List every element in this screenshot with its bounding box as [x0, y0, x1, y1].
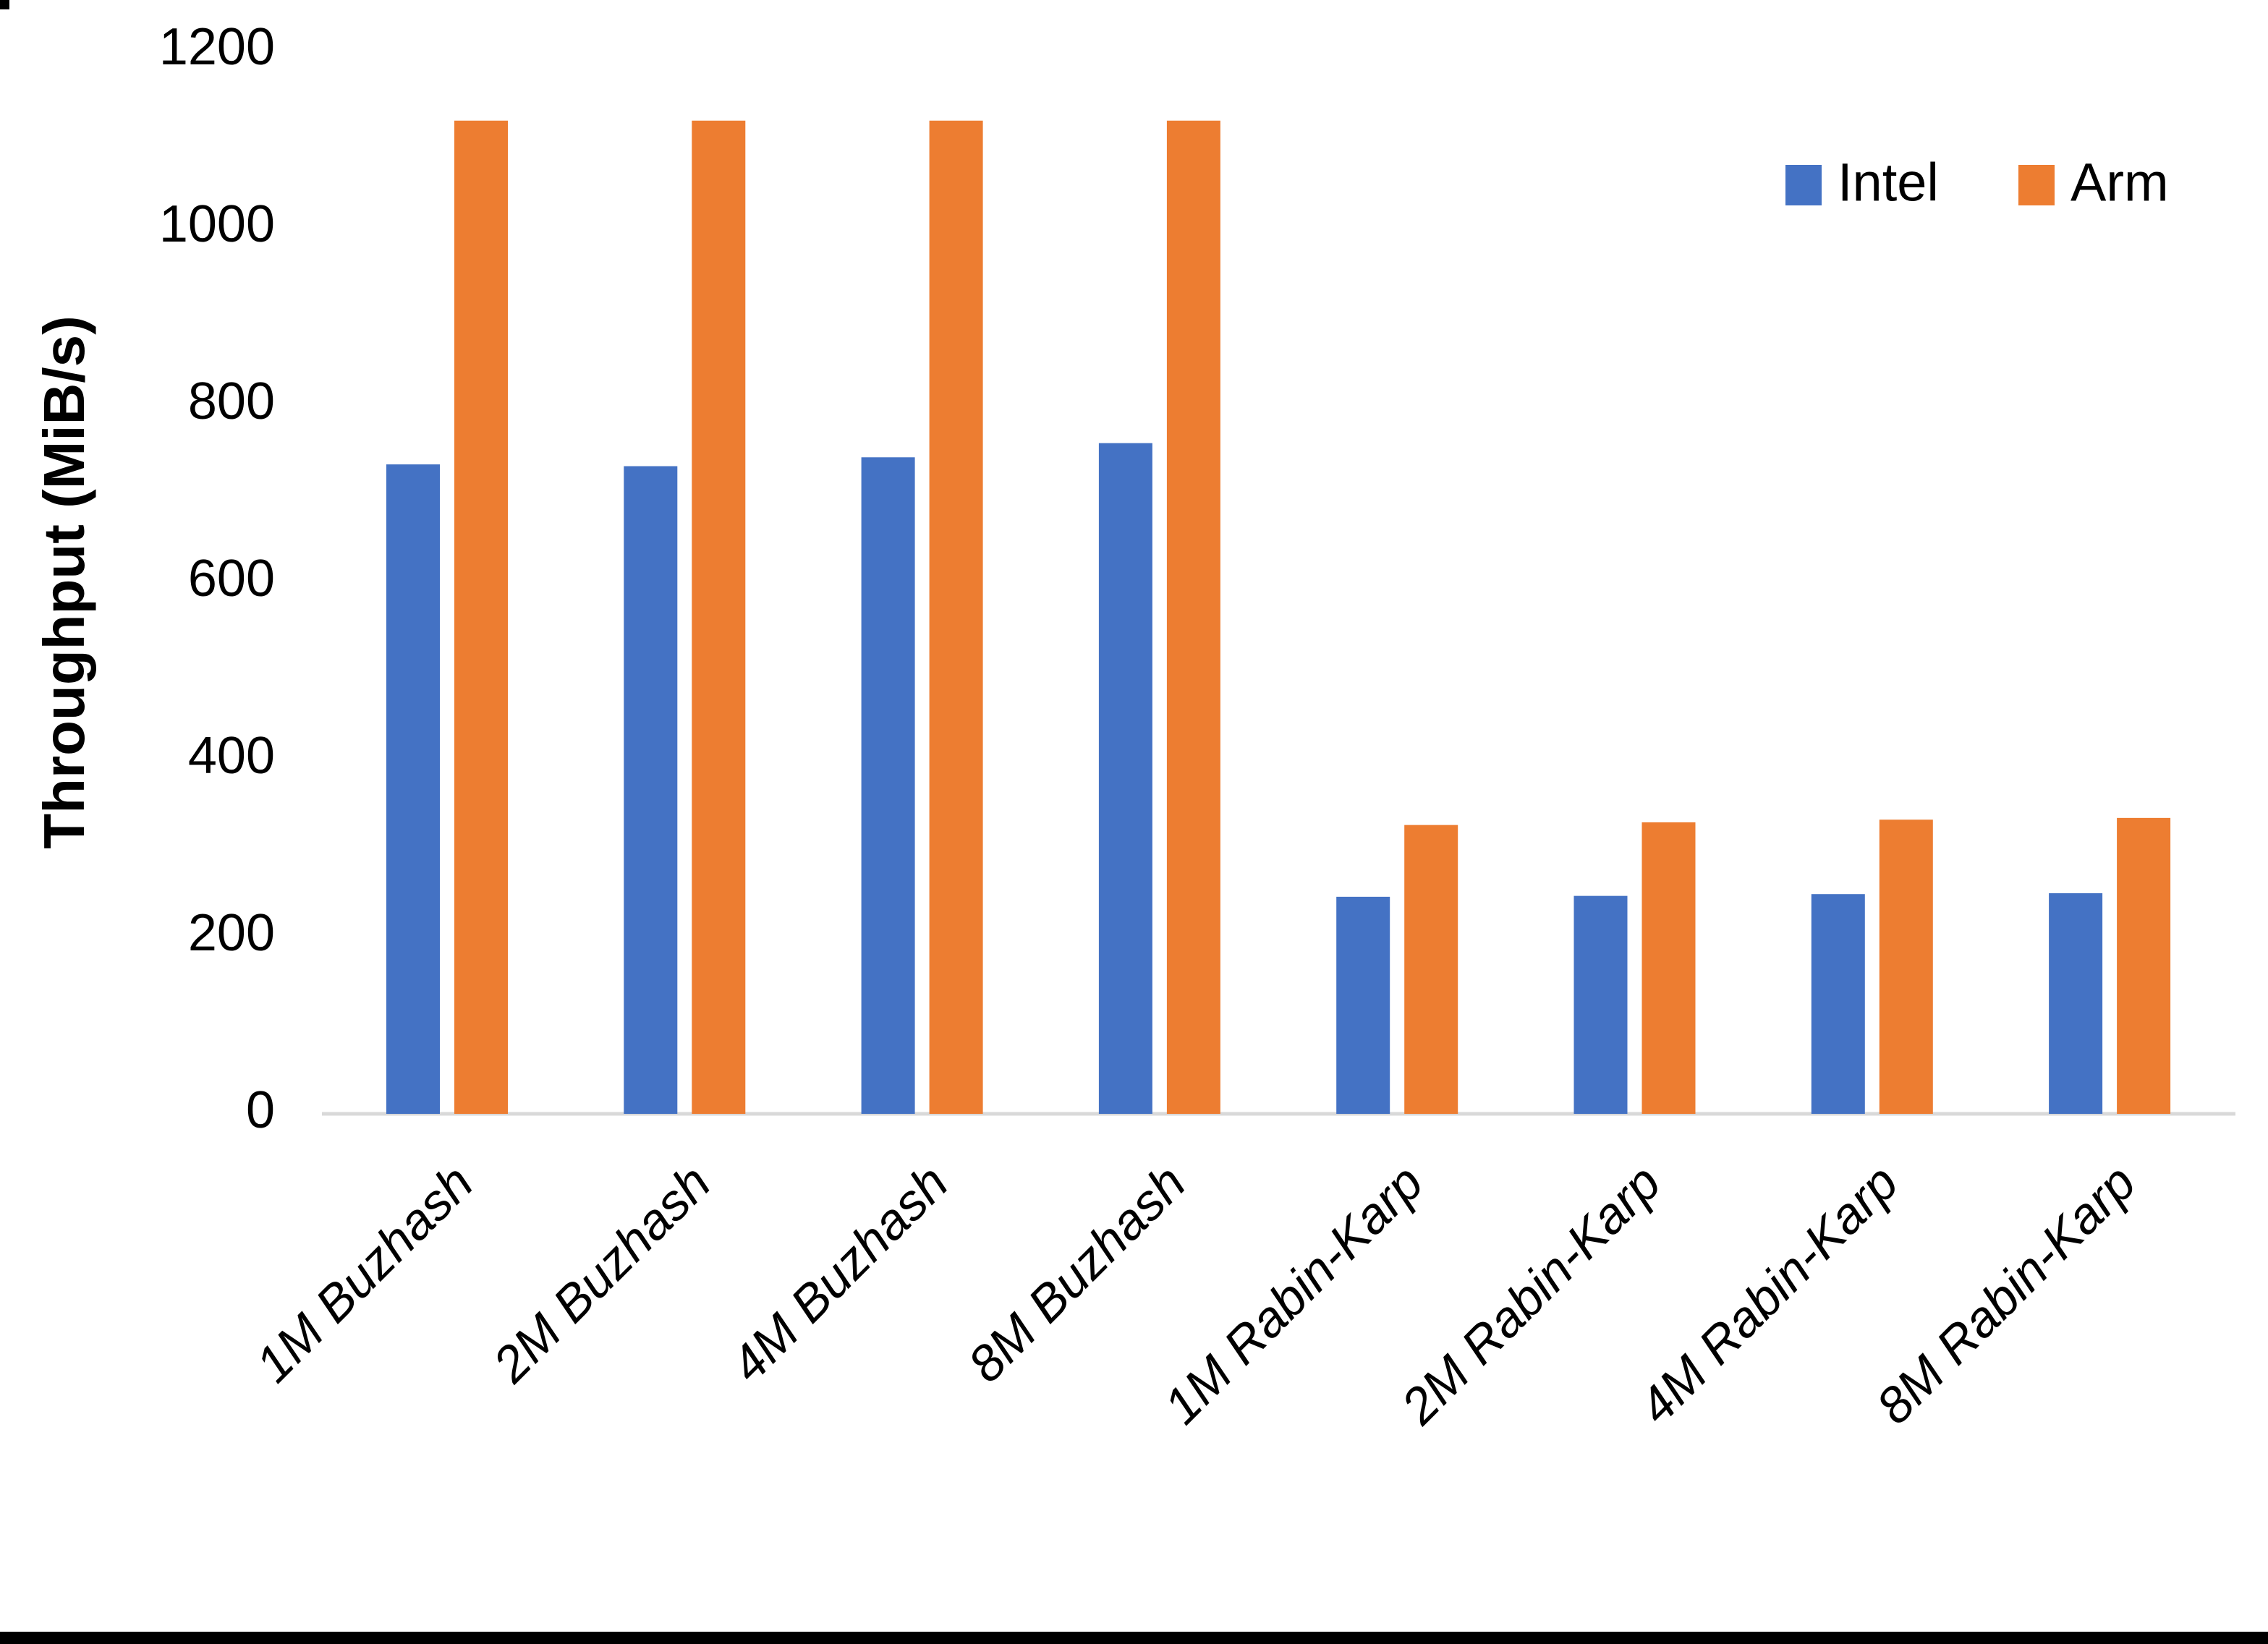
y-axis-title: Throughput (MiB/s) [32, 315, 96, 849]
y-tick-label-1200: 1200 [159, 18, 275, 76]
legend-label-arm: Arm [2070, 153, 2169, 213]
y-tick-label-800: 800 [188, 372, 275, 430]
bar-intel-2m-buzhash [624, 466, 678, 1114]
y-tick-label-1000: 1000 [159, 195, 275, 253]
figure-bottom-border [0, 1632, 2268, 1644]
bar-arm-4m-rabin-karp [1879, 819, 1933, 1114]
y-tick-label-0: 0 [246, 1081, 275, 1139]
bar-intel-1m-rabin-karp [1336, 896, 1390, 1114]
legend-label-intel: Intel [1838, 153, 1939, 213]
bar-intel-4m-buzhash [861, 457, 915, 1114]
bar-intel-8m-rabin-karp [2049, 893, 2103, 1114]
bar-intel-8m-buzhash [1098, 443, 1152, 1114]
bar-arm-8m-rabin-karp [2117, 817, 2171, 1114]
bar-arm-1m-rabin-karp [1404, 825, 1458, 1114]
y-tick-label-600: 600 [188, 550, 275, 608]
figure-corner-mark [0, 0, 9, 9]
bar-arm-8m-buzhash [1166, 120, 1220, 1114]
bar-arm-1m-buzhash [454, 120, 508, 1114]
bar-arm-2m-rabin-karp [1641, 822, 1696, 1114]
y-tick-label-400: 400 [188, 727, 275, 785]
bar-intel-4m-rabin-karp [1811, 894, 1865, 1114]
bar-intel-1m-buzhash [386, 464, 440, 1114]
legend-swatch-arm [2018, 165, 2055, 205]
legend-swatch-intel [1785, 165, 1822, 205]
bar-arm-4m-buzhash [929, 120, 983, 1114]
y-tick-label-200: 200 [188, 904, 275, 962]
bar-intel-2m-rabin-karp [1573, 895, 1628, 1114]
bar-arm-2m-buzhash [692, 120, 746, 1114]
